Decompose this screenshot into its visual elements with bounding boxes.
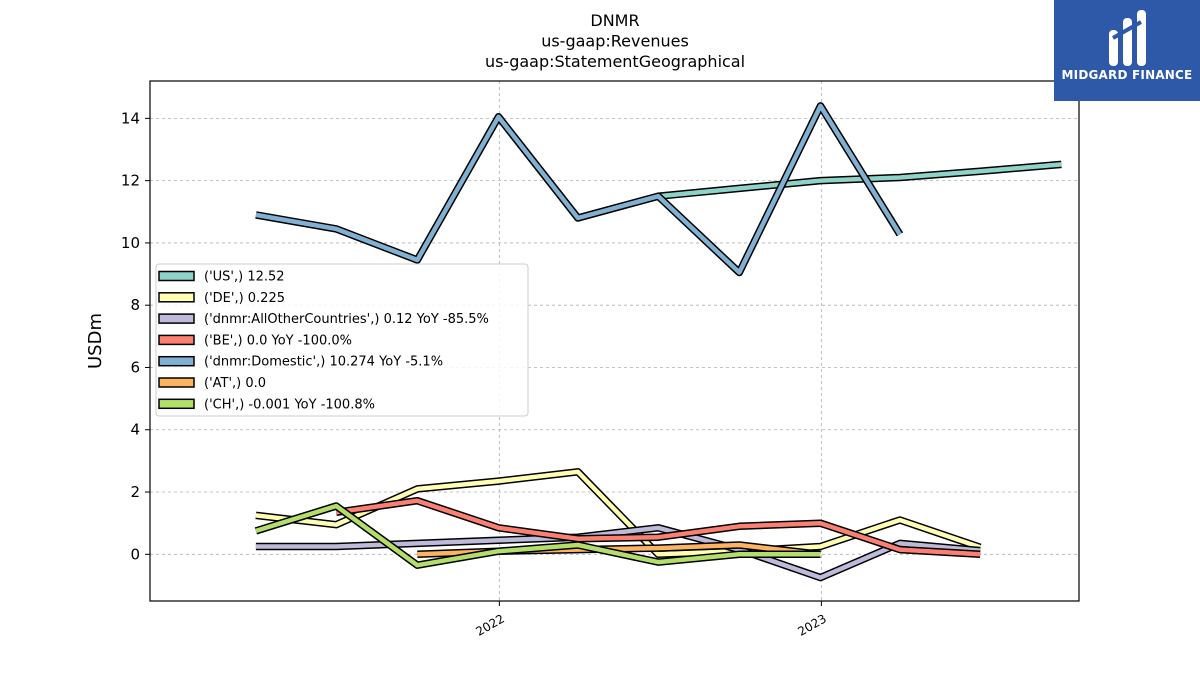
legend-item: ('DE',) 0.225: [158, 291, 285, 306]
legend-label: ('US',) 12.52: [204, 270, 285, 285]
legend-label: ('dnmr:Domestic',) 10.274 YoY -5.1%: [204, 355, 443, 370]
legend: ('US',) 12.52 ('DE',) 0.225 ('dnmr:AllOthe…: [155, 263, 529, 417]
y-tick-label: 8: [130, 296, 140, 314]
legend-item: ('BE',) 0.0 YoY -100.0%: [158, 333, 352, 348]
series-stroke: [255, 103, 902, 275]
series-line-4: [255, 102, 904, 277]
legend-label: ('DE',) 0.225: [204, 291, 285, 306]
series-line-3: [335, 496, 981, 559]
midgard-logo-icon: [1109, 10, 1146, 66]
legend-swatch: [158, 270, 195, 282]
title-line-2: us-gaap:StatementGeographical: [485, 52, 745, 71]
brand-logo: MIDGARD FINANCE: [1054, 0, 1200, 101]
x-tick-label: 2022: [473, 611, 506, 638]
series-stroke: [657, 162, 1062, 199]
legend-swatch: [158, 292, 195, 303]
series-line-0: [657, 160, 1062, 200]
legend-label: ('CH',) -0.001 YoY -100.8%: [204, 397, 375, 412]
legend-box: [155, 263, 529, 417]
y-axis-label: USDm: [85, 313, 106, 369]
legend-swatch: [158, 377, 195, 388]
series-outline: [255, 102, 904, 277]
legend-item: ('dnmr:AllOtherCountries',) 0.12 YoY -85…: [158, 312, 489, 327]
y-tick-label: 12: [121, 172, 140, 190]
y-tick-label: 14: [121, 109, 140, 127]
series-line-2: [255, 524, 981, 582]
title-line-1: us-gaap:Revenues: [541, 32, 689, 51]
series-stroke: [335, 498, 981, 557]
y-tick-label: 0: [130, 545, 140, 563]
legend-item: ('dnmr:Domestic',) 10.274 YoY -5.1%: [158, 355, 443, 370]
legend-item: ('CH',) -0.001 YoY -100.8%: [158, 397, 375, 412]
series-stroke: [255, 503, 821, 568]
y-tick-label: 6: [130, 358, 140, 376]
x-tick-label: 2023: [795, 611, 828, 638]
legend-swatch: [158, 334, 195, 346]
y-tick-label: 2: [130, 483, 140, 501]
legend-item: ('AT',) 0.0: [158, 376, 266, 391]
legend-label: ('dnmr:AllOtherCountries',) 0.12 YoY -85…: [204, 312, 489, 327]
legend-swatch: [158, 398, 195, 410]
axes: 0 2 4 6 8 10 12 14 2022 2023 USDm: [85, 80, 1080, 639]
legend-item: ('US',) 12.52: [158, 270, 285, 285]
legend-label: ('BE',) 0.0 YoY -100.0%: [204, 333, 352, 348]
chart-title: DNMR us-gaap:Revenuesus-gaap:StatementGeo…: [485, 11, 745, 71]
y-tick-label: 10: [121, 234, 140, 252]
plot-frame: [149, 80, 1080, 602]
title-line-0: DNMR: [590, 11, 639, 30]
series-lines: [254, 102, 1062, 582]
brand-name: MIDGARD FINANCE: [1061, 68, 1193, 82]
legend-swatch: [158, 355, 195, 367]
grid: [150, 81, 1079, 601]
series-line-6: [254, 502, 821, 569]
legend-label: ('AT',) 0.0: [204, 376, 266, 391]
y-tick-label: 4: [130, 421, 140, 439]
series-stroke: [255, 525, 981, 580]
legend-swatch: [158, 313, 195, 324]
